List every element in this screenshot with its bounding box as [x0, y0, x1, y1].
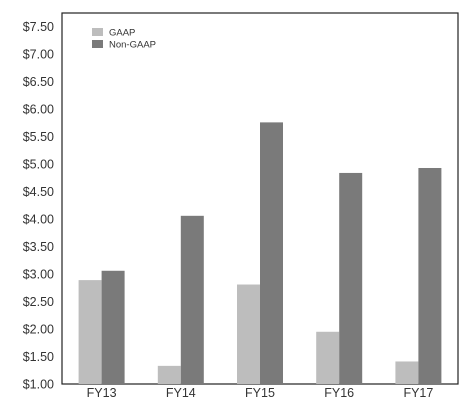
y-tick-label: $1.50 [23, 350, 54, 364]
non-gaap-bar-fy13 [101, 270, 125, 384]
gaap-bar-fy15 [237, 284, 260, 384]
gaap-bar-fy13 [78, 280, 102, 384]
y-tick-label: $5.00 [23, 158, 54, 172]
gaap-bar-fy17 [395, 361, 419, 384]
y-tick-label: $2.50 [23, 295, 54, 309]
x-tick-label: FY16 [324, 386, 354, 400]
non-gaap-bar-fy15 [260, 122, 283, 385]
gaap-bar-fy16 [316, 331, 340, 384]
legend-label-non-gaap: Non-GAAP [109, 40, 156, 51]
y-tick-label: $6.50 [23, 75, 54, 89]
y-axis: $1.00 $1.50 $2.00 $2.50 $3.00 $3.50 $4.00 $4.50… [23, 20, 54, 391]
y-tick-label: $5.50 [23, 130, 54, 144]
non-gaap-bar-fy17 [418, 167, 442, 384]
y-tick-label: $7.00 [23, 48, 54, 62]
y-tick-label: $3.50 [23, 240, 54, 254]
legend-swatch-gaap [92, 28, 103, 36]
x-tick-label: FY17 [403, 386, 433, 400]
y-tick-label: $7.50 [23, 20, 54, 34]
legend-swatch-non-gaap [92, 40, 103, 48]
y-tick-label: $4.50 [23, 185, 54, 199]
x-tick-label: FY15 [245, 386, 275, 400]
y-tick-label: $1.00 [23, 378, 54, 392]
x-tick-label: FY14 [166, 386, 196, 400]
x-axis: FY13 FY14 FY15 FY16 FY17 [87, 386, 434, 400]
gaap-bar-fy14 [157, 365, 181, 384]
non-gaap-bar-fy16 [339, 172, 363, 384]
bars [78, 122, 442, 385]
y-tick-label: $2.00 [23, 323, 54, 337]
y-tick-label: $6.00 [23, 103, 54, 117]
non-gaap-bar-fy14 [180, 215, 204, 384]
y-tick-label: $4.00 [23, 213, 54, 227]
legend-label-gaap: GAAP [109, 28, 135, 39]
y-tick-label: $3.00 [23, 268, 54, 282]
x-tick-label: FY13 [87, 386, 117, 400]
